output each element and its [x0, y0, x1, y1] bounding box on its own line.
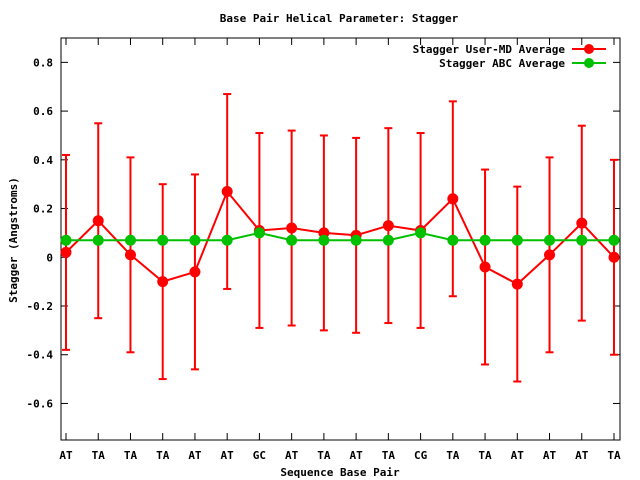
data-point [447, 193, 459, 205]
data-point [92, 215, 104, 227]
x-tick-label: TA [478, 449, 492, 462]
data-point [253, 227, 265, 239]
data-point [576, 234, 588, 246]
data-point [189, 266, 201, 278]
data-point [124, 249, 136, 261]
data-point [479, 261, 491, 273]
x-tick-label: AT [188, 449, 202, 462]
y-tick-label: -0.2 [27, 300, 54, 313]
x-tick-label: AT [575, 449, 589, 462]
legend-label: Stagger User-MD Average [413, 43, 566, 56]
y-tick-label: 0.2 [33, 203, 53, 216]
data-point [318, 234, 330, 246]
x-tick-label: TA [92, 449, 106, 462]
y-tick-label: -0.4 [27, 349, 54, 362]
x-tick-label: TA [317, 449, 331, 462]
x-tick-label: AT [285, 449, 299, 462]
x-tick-label: AT [59, 449, 73, 462]
x-tick-label: AT [543, 449, 557, 462]
legend-label: Stagger ABC Average [439, 57, 565, 70]
data-point [221, 185, 233, 197]
x-tick-label: TA [124, 449, 138, 462]
data-point [221, 234, 233, 246]
x-tick-label: GC [253, 449, 266, 462]
x-tick-label: AT [349, 449, 363, 462]
data-point [544, 234, 556, 246]
x-tick-label: AT [511, 449, 525, 462]
data-point [92, 234, 104, 246]
data-point [576, 217, 588, 229]
data-point [124, 234, 136, 246]
data-point [60, 246, 72, 258]
x-tick-label: TA [607, 449, 621, 462]
series-abc [60, 227, 620, 246]
data-point [382, 220, 394, 232]
data-point [511, 278, 523, 290]
y-axis-label: Stagger (Angstroms) [7, 177, 20, 303]
data-point [286, 222, 298, 234]
data-point [189, 234, 201, 246]
series-user-md [60, 93, 620, 383]
x-tick-label: CG [414, 449, 428, 462]
x-tick-label: TA [156, 449, 170, 462]
legend-swatch-marker [584, 58, 594, 68]
data-point [608, 234, 620, 246]
x-tick-label: TA [382, 449, 396, 462]
x-axis-label: Sequence Base Pair [280, 466, 400, 479]
y-tick-label: 0.6 [33, 105, 53, 118]
chart-title: Base Pair Helical Parameter: Stagger [220, 12, 459, 25]
data-point [447, 234, 459, 246]
y-tick-label: 0.4 [33, 154, 53, 167]
data-point [511, 234, 523, 246]
series-line [65, 189, 615, 286]
data-point [157, 276, 169, 288]
data-point [60, 234, 72, 246]
plot-area: 0.8 0.6 0.4 0.2 0 -0.2 -0.4 -0.6 AT TA TA TA AT AT GC A… [27, 37, 621, 462]
data-point [350, 234, 362, 246]
legend-swatch-marker [584, 44, 594, 54]
y-tick-label: 0 [46, 251, 53, 264]
data-point [479, 234, 491, 246]
data-point [608, 251, 620, 263]
x-tick-label: TA [446, 449, 460, 462]
y-tick-label: -0.6 [27, 397, 54, 410]
data-point [544, 249, 556, 261]
y-tick-label: 0.8 [33, 56, 53, 69]
data-point [286, 234, 298, 246]
x-tick-label: AT [221, 449, 235, 462]
plot-frame [60, 37, 621, 441]
data-point [157, 234, 169, 246]
data-point [382, 234, 394, 246]
data-point [415, 227, 427, 239]
